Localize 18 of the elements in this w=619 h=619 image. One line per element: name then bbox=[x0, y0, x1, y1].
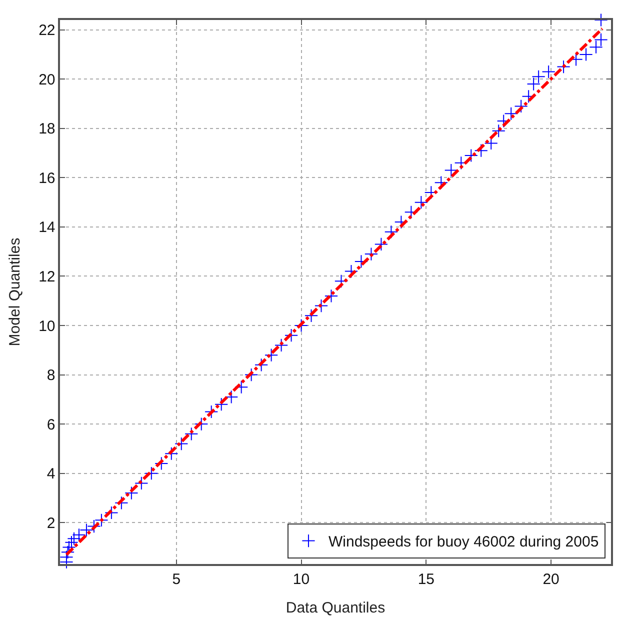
y-tick-label: 18 bbox=[38, 120, 56, 138]
y-tick-label: 20 bbox=[38, 71, 56, 88]
y-tick-label: 16 bbox=[38, 170, 56, 187]
x-tick-label: 5 bbox=[172, 570, 181, 588]
y-axis-title: Model Quantiles bbox=[6, 238, 24, 346]
y-tick-label: 6 bbox=[46, 416, 56, 434]
x-tick-label: 10 bbox=[292, 570, 310, 588]
y-tick-label: 14 bbox=[38, 219, 56, 236]
y-tick-label: 10 bbox=[38, 318, 56, 335]
y-tick-label: 4 bbox=[46, 466, 56, 483]
y-tick-label: 8 bbox=[46, 367, 56, 384]
x-tick-label: 15 bbox=[418, 570, 435, 588]
y-tick-label: 12 bbox=[38, 268, 56, 286]
x-axis-title: Data Quantiles bbox=[286, 599, 386, 616]
legend-label: Windspeeds for buoy 46002 during 2005 bbox=[328, 534, 599, 551]
x-tick-label: 20 bbox=[542, 570, 560, 588]
y-tick-label: 2 bbox=[46, 514, 56, 532]
y-tick-label: 22 bbox=[38, 22, 56, 40]
